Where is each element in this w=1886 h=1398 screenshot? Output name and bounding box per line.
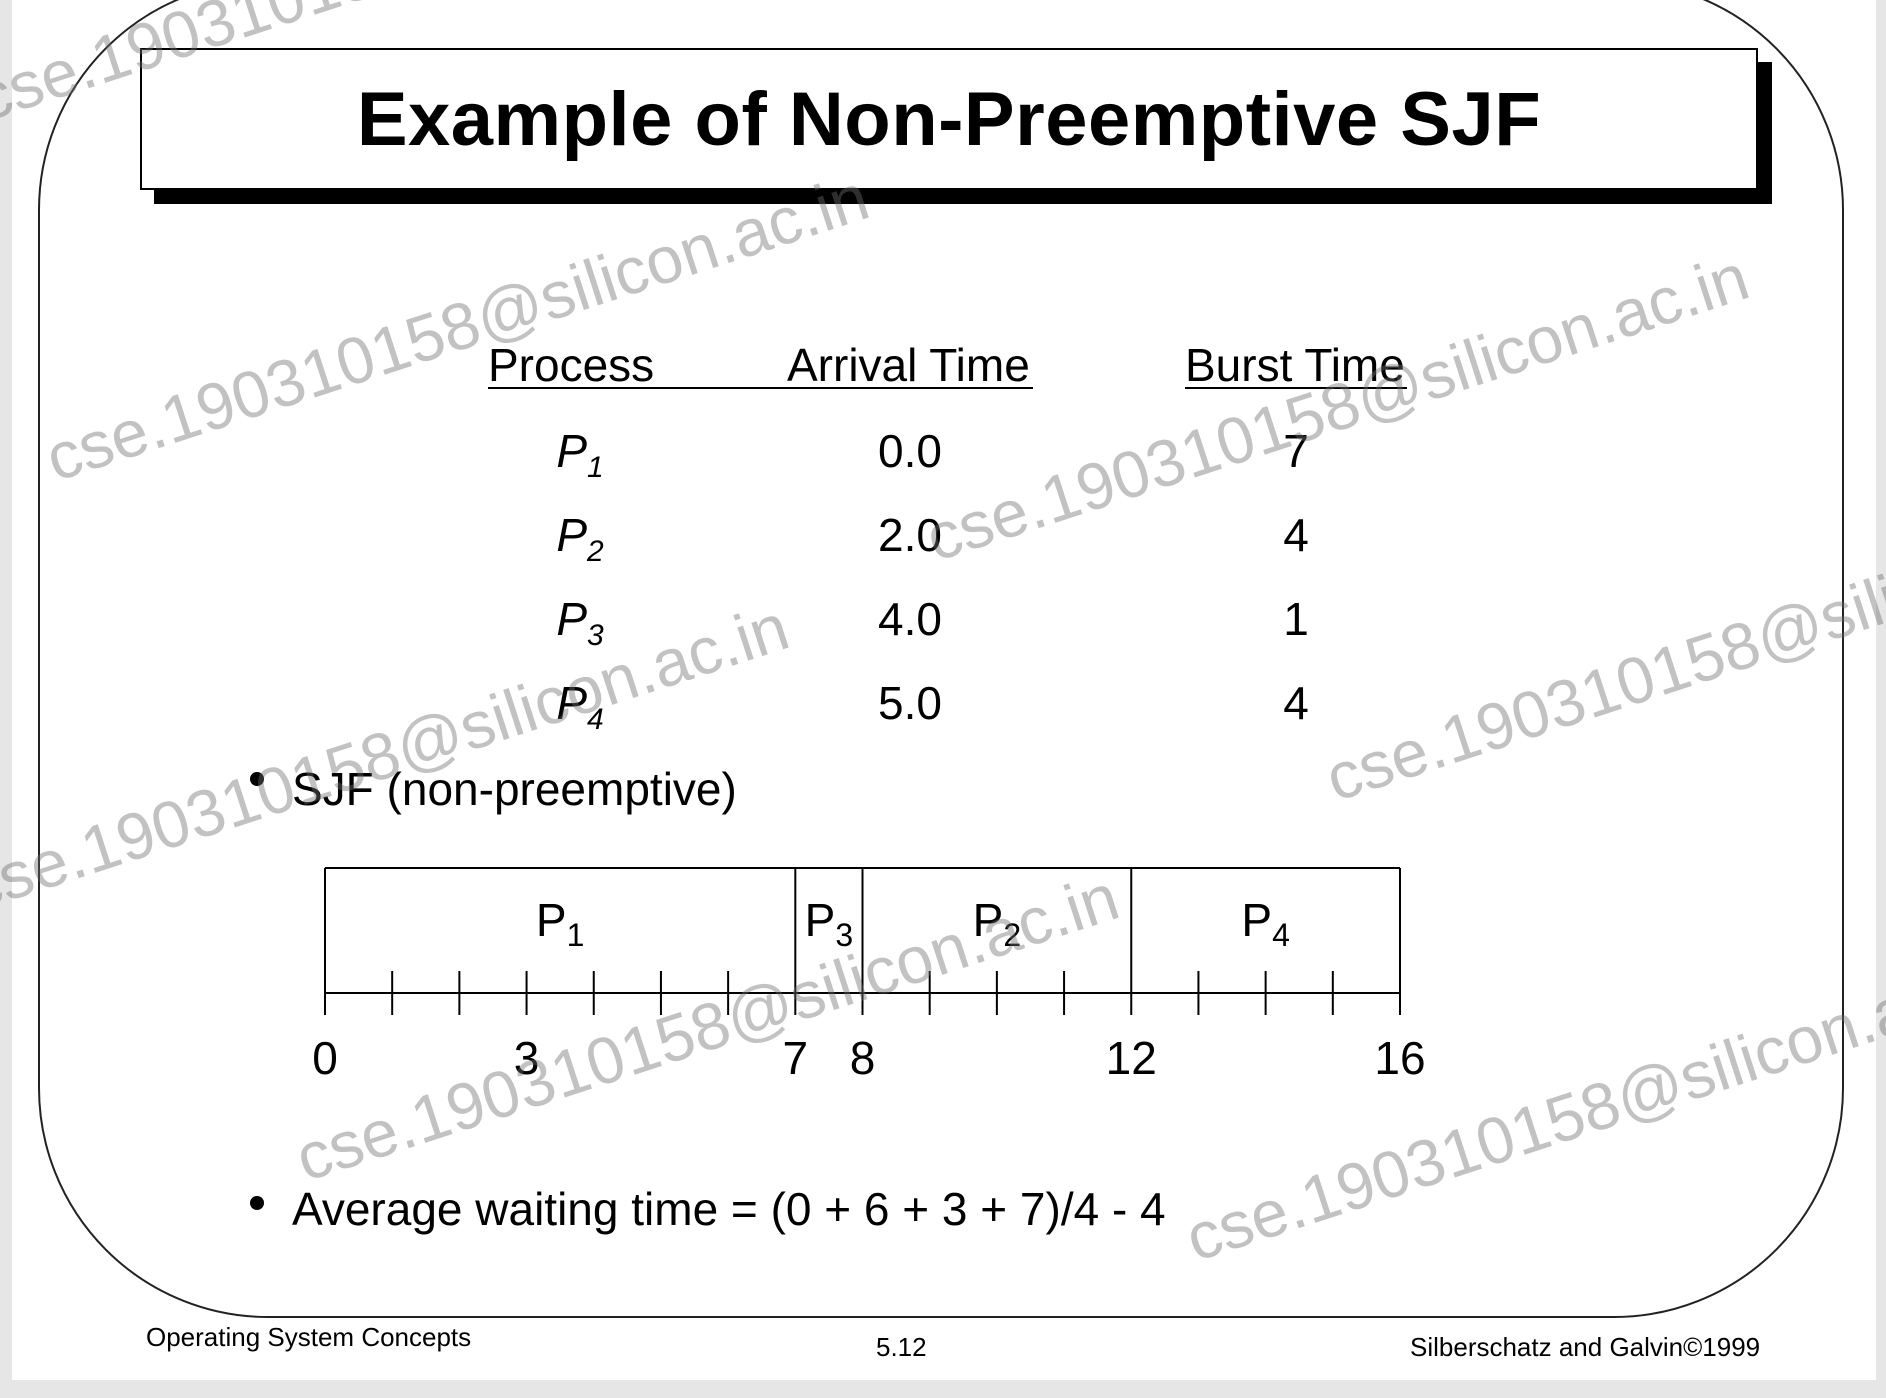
process-subscript: 2 <box>587 535 604 568</box>
gantt-axis-label: 0 <box>312 1032 338 1084</box>
header-arrival-time: Arrival Time <box>787 339 1030 391</box>
process-cell: P4 <box>556 676 603 737</box>
footer-page-number: 5.12 <box>876 1332 927 1362</box>
header-process: Process <box>488 339 655 391</box>
burst-time-cell: 4 <box>1283 509 1309 561</box>
slide-rounded-frame <box>38 0 1844 1318</box>
footer-left: Operating System Concepts <box>146 1322 472 1352</box>
title-box: Example of Non-Preemptive SJF <box>140 48 1758 190</box>
segment-subscript: 4 <box>1272 917 1290 953</box>
process-cell: P2 <box>556 508 603 569</box>
slide-title: Example of Non-Preemptive SJF <box>356 76 1542 162</box>
segment-letter: P <box>973 894 1004 946</box>
footer-right: Silberschatz and Galvin©1999 <box>1410 1332 1761 1362</box>
bullet-dot-average <box>250 1196 264 1210</box>
process-subscript: 4 <box>587 703 604 736</box>
process-letter: P <box>556 425 587 477</box>
gantt-axis-label: 3 <box>514 1032 540 1084</box>
burst-time-cell: 4 <box>1283 677 1309 729</box>
header-underline-process-arrival <box>488 387 1033 389</box>
gantt-segment-label: P1 <box>536 894 584 953</box>
burst-time-cell: 1 <box>1283 593 1309 645</box>
gantt-segment-label: P2 <box>973 894 1021 953</box>
arrival-time-cell: 2.0 <box>878 509 942 561</box>
arrival-time-cell: 5.0 <box>878 677 942 729</box>
bullet-average-waiting-time: Average waiting time = (0 + 6 + 3 + 7)/4… <box>292 1183 1166 1235</box>
process-letter: P <box>556 509 587 561</box>
gantt-axis-label: 7 <box>783 1032 809 1084</box>
arrival-time-cell: 0.0 <box>878 425 942 477</box>
slide-page <box>12 0 1876 1380</box>
arrival-time-cell: 4.0 <box>878 593 942 645</box>
header-burst-time: Burst Time <box>1185 339 1405 391</box>
gantt-axis-label: 8 <box>850 1032 876 1084</box>
process-cell: P3 <box>556 592 603 653</box>
segment-subscript: 3 <box>835 917 853 953</box>
process-cell: P1 <box>556 424 603 485</box>
process-subscript: 1 <box>587 451 604 484</box>
process-subscript: 3 <box>587 619 604 652</box>
gantt-segment-label: P4 <box>1241 894 1289 953</box>
gantt-axis-label: 16 <box>1374 1032 1425 1084</box>
header-underline-burst <box>1185 387 1407 389</box>
process-letter: P <box>556 677 587 729</box>
segment-letter: P <box>536 894 567 946</box>
segment-letter: P <box>805 894 836 946</box>
burst-time-cell: 7 <box>1283 425 1309 477</box>
gantt-axis-label: 12 <box>1106 1032 1157 1084</box>
bullet-sjf-text: SJF (non-preemptive) <box>292 763 737 815</box>
gantt-segment-label: P3 <box>805 894 853 953</box>
segment-letter: P <box>1241 894 1272 946</box>
process-letter: P <box>556 593 587 645</box>
bullet-dot-sjf <box>250 772 264 786</box>
segment-subscript: 1 <box>567 917 585 953</box>
segment-subscript: 2 <box>1003 917 1021 953</box>
